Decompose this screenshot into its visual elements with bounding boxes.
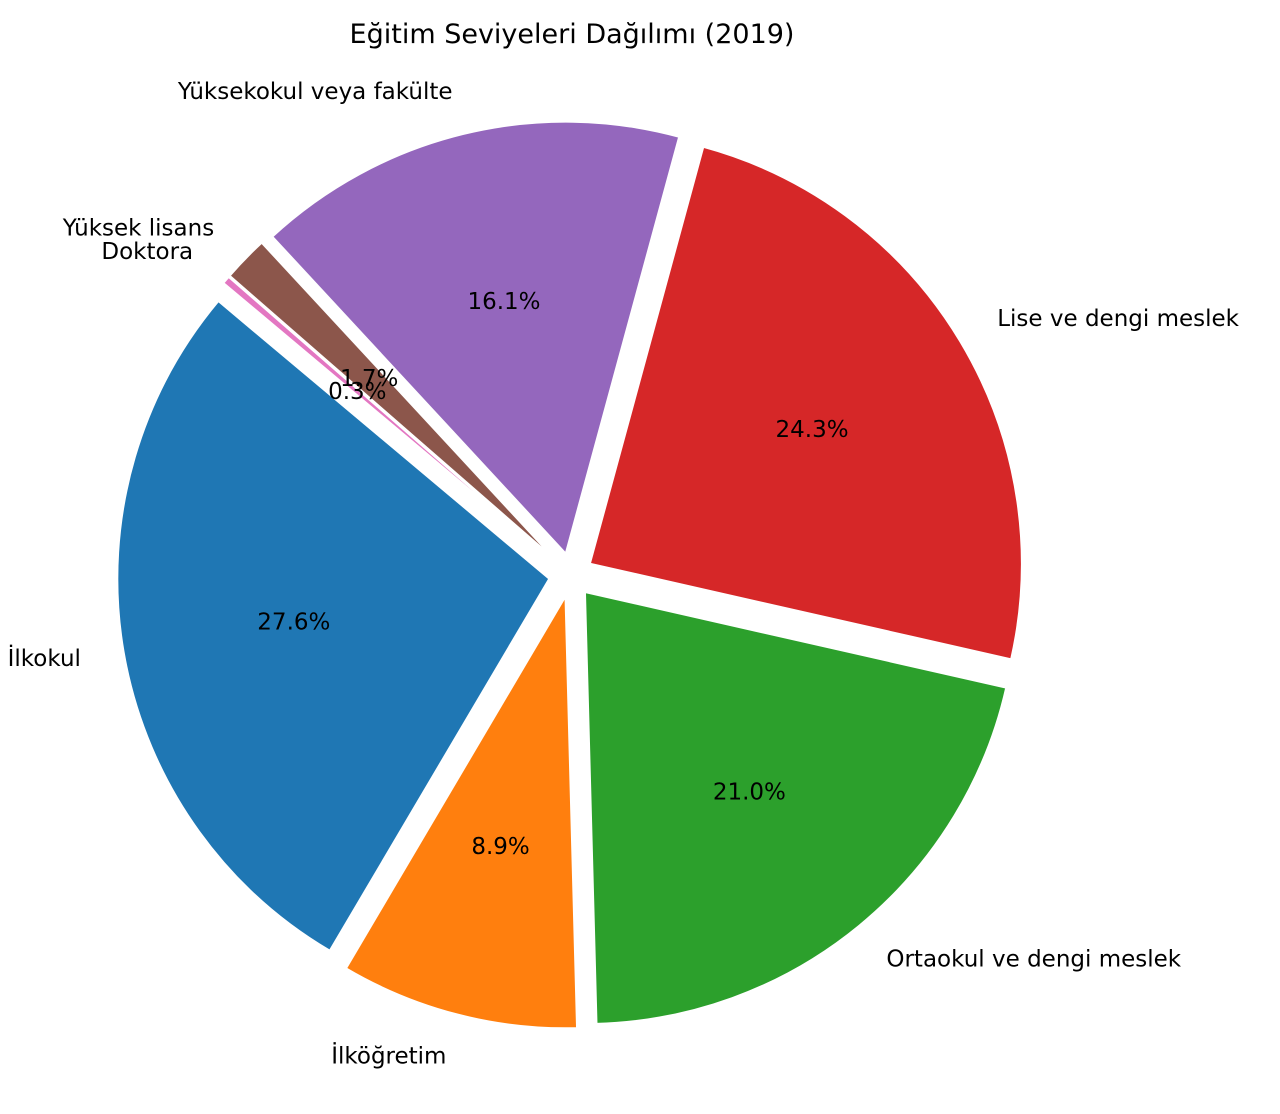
- slice-lise-ve-dengi-meslek: [588, 145, 1023, 661]
- category-label-ortaokul-ve-dengi-meslek: Ortaokul ve dengi meslek: [886, 946, 1181, 972]
- category-label-lise-ve-dengi-meslek: Lise ve dengi meslek: [997, 306, 1239, 332]
- percent-label-yuksekokul-veya-fakulte: 16.1%: [467, 289, 540, 315]
- percent-label-ilkogretim: 8.9%: [471, 834, 529, 860]
- slice-yuksekokul-veya-fakulte: [270, 120, 681, 556]
- percent-labels: 27.6% 8.9% 21.0% 24.3% 16.1% 1.7%0.3%: [257, 289, 848, 860]
- chart-title: Eğitim Seviyeleri Dağılımı (2019): [350, 19, 795, 50]
- slice-yuksek-lisans: [228, 241, 556, 561]
- category-label-ilkokul: İlkokul: [8, 644, 81, 672]
- pie-slices: [116, 120, 1023, 1030]
- category-labels: İlkokul İlköğretim Ortaokul ve dengi mesle…: [8, 79, 1240, 1069]
- slice-ortaokul-ve-dengi-meslek: [583, 590, 1008, 1025]
- category-label-yuksekokul-veya-fakulte: Yüksekokul veya fakülte: [177, 79, 453, 105]
- percent-label-ortaokul-ve-dengi-meslek: 21.0%: [713, 779, 786, 805]
- percent-label-doktora: 0.3%: [328, 379, 386, 405]
- percent-label-lise-ve-dengi-meslek: 24.3%: [776, 417, 849, 443]
- category-label-yuksek-lisans: Yüksek lisans: [62, 216, 215, 242]
- category-label-ilkogretim: İlköğretim: [331, 1041, 446, 1069]
- percent-label-ilkokul: 27.6%: [257, 610, 330, 636]
- percent-label-yuksek-lisans: 1.7%: [340, 366, 398, 392]
- slice-ilkogretim: [344, 592, 579, 1030]
- slice-ilkokul: [116, 299, 551, 953]
- category-label-doktora: Doktora: [101, 239, 193, 265]
- slice-doktora: [221, 275, 555, 562]
